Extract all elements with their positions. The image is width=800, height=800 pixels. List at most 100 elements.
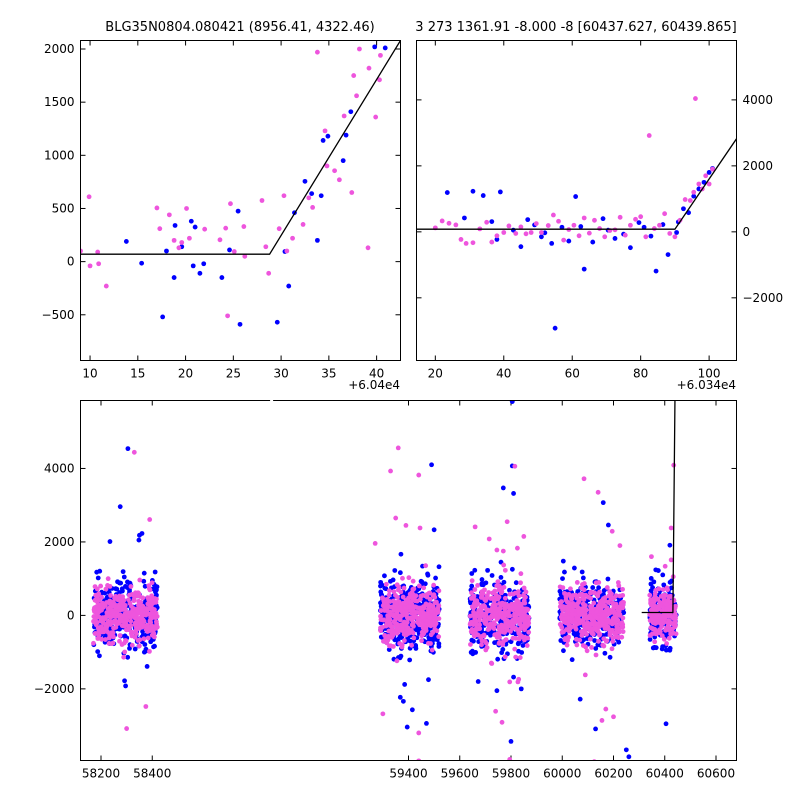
data-point-magenta [593, 614, 599, 620]
data-point-magenta [470, 240, 476, 246]
data-point-magenta [416, 583, 422, 589]
data-point-magenta [121, 613, 126, 619]
data-point-magenta [92, 605, 97, 611]
data-point-blue [142, 583, 148, 589]
data-point-magenta [351, 73, 357, 78]
data-point-magenta [666, 618, 672, 623]
data-point-magenta [589, 622, 595, 627]
data-point-blue [498, 575, 504, 580]
data-point-magenta [482, 587, 487, 593]
data-point-blue [655, 568, 661, 573]
data-point-magenta [405, 625, 411, 631]
y-tick-label: −2000 [34, 682, 75, 696]
data-point-blue [340, 158, 346, 164]
data-point-blue [132, 646, 138, 652]
data-point-blue [407, 657, 413, 663]
data-point-magenta [428, 641, 433, 646]
data-point-blue [386, 647, 392, 652]
data-point-magenta [559, 629, 565, 635]
data-point-magenta [493, 613, 499, 619]
data-point-magenta [521, 534, 527, 539]
data-point-magenta [667, 231, 673, 236]
data-point-magenta [314, 49, 320, 55]
data-point-magenta [633, 216, 638, 222]
data-point-magenta [620, 586, 625, 592]
data-point-magenta [595, 629, 601, 635]
data-point-magenta [668, 557, 674, 563]
data-point-blue [302, 178, 308, 184]
data-point-blue [667, 647, 673, 653]
data-point-blue [382, 585, 388, 591]
data-point-magenta [562, 591, 567, 596]
data-point-blue [382, 45, 388, 51]
data-point-magenta [391, 613, 397, 619]
data-point-blue [492, 640, 497, 646]
data-point-magenta [421, 625, 427, 631]
data-point-blue [480, 582, 486, 588]
data-point-blue [701, 179, 707, 185]
data-point-blue [566, 238, 572, 244]
data-point-magenta [580, 594, 586, 600]
data-point-blue [497, 189, 503, 195]
data-point-magenta [526, 629, 532, 635]
data-point-magenta [426, 590, 432, 596]
data-point-magenta [129, 633, 135, 639]
data-point-magenta [423, 563, 429, 569]
data-point-magenta [586, 594, 591, 600]
data-point-blue [114, 586, 120, 592]
data-point-blue [462, 215, 467, 221]
data-point-magenta [138, 621, 144, 627]
data-point-blue [600, 216, 606, 222]
data-point-blue [201, 261, 207, 267]
data-point-blue [602, 650, 608, 656]
data-point-magenta [241, 224, 247, 229]
y-tick-label: 2000 [44, 535, 75, 549]
data-point-blue [409, 707, 415, 713]
data-point-magenta [134, 592, 140, 598]
data-point-blue [436, 564, 442, 570]
data-point-blue [558, 638, 564, 643]
data-point-magenta [661, 636, 667, 642]
data-point-magenta [613, 604, 619, 610]
data-point-magenta [609, 646, 615, 652]
data-point-blue [171, 275, 177, 280]
data-point-magenta [668, 600, 674, 605]
data-point-magenta [523, 231, 529, 237]
data-point-magenta [475, 582, 480, 588]
data-point-magenta [386, 588, 392, 594]
data-point-blue [151, 644, 156, 650]
data-point-magenta [377, 77, 382, 83]
data-point-magenta [131, 606, 136, 611]
data-point-magenta [354, 93, 359, 99]
data-point-magenta [424, 594, 430, 600]
zoom-plot-left-x-offset: +6.04e4 [348, 378, 400, 392]
data-point-magenta [620, 602, 626, 608]
data-point-blue [143, 648, 149, 654]
data-point-magenta [416, 617, 422, 623]
data-point-blue [560, 576, 565, 582]
data-point-blue [382, 573, 387, 579]
data-point-magenta [419, 638, 424, 644]
data-point-magenta [601, 612, 607, 618]
data-point-magenta [517, 655, 523, 660]
data-point-magenta [421, 585, 427, 591]
data-point-blue [470, 188, 476, 194]
data-point-magenta [489, 239, 495, 245]
data-point-magenta [101, 626, 107, 632]
x-tick-label: 59800 [492, 767, 530, 781]
data-point-blue [413, 643, 419, 648]
data-point-magenta [516, 593, 522, 599]
data-point-magenta [672, 234, 678, 240]
data-point-magenta [560, 585, 566, 591]
data-point-magenta [410, 597, 416, 603]
data-point-blue [97, 653, 102, 659]
data-point-magenta [120, 597, 126, 603]
data-point-magenta [223, 225, 229, 231]
data-point-magenta [556, 218, 561, 224]
data-point-magenta [146, 597, 152, 603]
data-point-magenta [225, 313, 231, 319]
data-point-magenta [411, 635, 417, 641]
data-point-blue [489, 573, 495, 578]
data-point-magenta [497, 601, 503, 607]
data-point-magenta [518, 580, 523, 586]
